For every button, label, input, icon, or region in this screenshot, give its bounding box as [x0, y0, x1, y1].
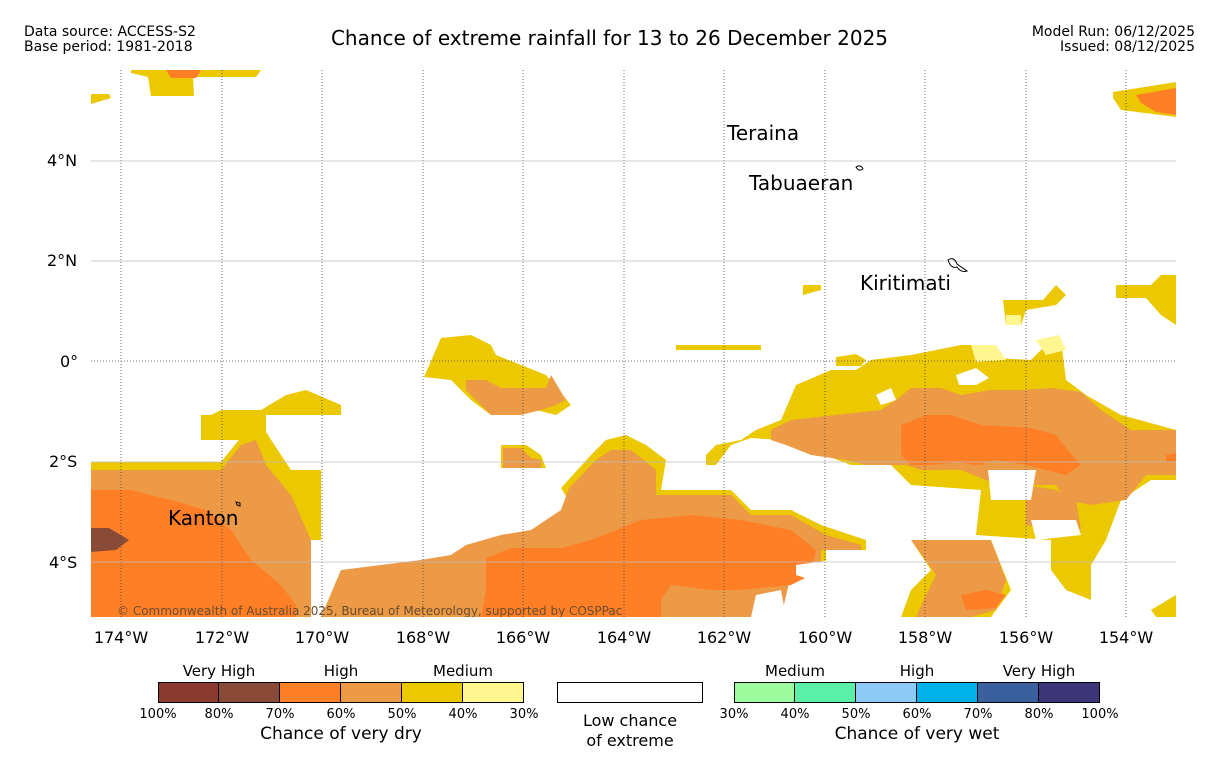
dry-swatch: [402, 682, 463, 703]
lat-label: 0°: [60, 352, 79, 371]
dry-tick-label: 30%: [509, 707, 539, 722]
lat-label: 2°N: [47, 251, 78, 270]
dry-orange-regions: [91, 70, 1176, 617]
model-run: Model Run: 06/12/2025: [1031, 24, 1195, 40]
place-kiritimati: Kiritimati: [860, 271, 951, 295]
lat-label: 2°S: [49, 452, 78, 471]
wet-swatch: [795, 682, 856, 703]
wet-tick-label: 60%: [902, 707, 932, 722]
dry-swatch: [158, 682, 219, 703]
lon-label: 160°W: [797, 628, 853, 647]
place-kanton: Kanton: [168, 506, 238, 530]
dry-swatch: [219, 682, 280, 703]
dry-tick-label: 80%: [204, 707, 234, 722]
lat-label: 4°N: [47, 151, 78, 170]
copyright-notice: © Commonwealth of Australia 2025, Bureau…: [117, 604, 622, 617]
header-right: Model Run: 06/12/2025 Issued: 08/12/2025: [1032, 25, 1195, 55]
lon-label: 156°W: [998, 628, 1054, 647]
low-chance-swatch: [557, 682, 703, 703]
wet-tick-label: 40%: [780, 707, 810, 722]
dry-caption: Chance of very dry: [260, 724, 422, 744]
dry-tick-label: 60%: [326, 707, 356, 722]
lon-label: 168°W: [395, 628, 451, 647]
dry-swatch: [280, 682, 341, 703]
dry-tick-label: 70%: [265, 707, 295, 722]
header-left: Data source: ACCESS-S2 Base period: 1981…: [24, 25, 196, 55]
lon-label: 170°W: [294, 628, 350, 647]
lon-label: 158°W: [897, 628, 953, 647]
base-period: Base period: 1981-2018: [24, 39, 193, 55]
lon-label: 164°W: [596, 628, 652, 647]
low-chance-line2: of extreme: [586, 731, 674, 750]
lon-label: 174°W: [93, 628, 149, 647]
grid-lines: [120, 70, 1127, 617]
wet-swatch: [734, 682, 795, 703]
lon-label: 162°W: [696, 628, 752, 647]
data-source: Data source: ACCESS-S2: [24, 24, 196, 40]
wet-swatch: [917, 682, 978, 703]
low-chance-label: Low chance of extreme: [583, 711, 677, 751]
dry-group-label: Very High: [182, 662, 256, 680]
low-chance-line1: Low chance: [582, 711, 678, 730]
wet-group-label: Very High: [1002, 662, 1076, 680]
wet-swatch: [978, 682, 1039, 703]
place-tabuaeran: Tabuaeran: [748, 171, 853, 195]
map-title: Chance of extreme rainfall for 13 to 26 …: [330, 26, 889, 50]
wet-group-label: High: [899, 662, 935, 680]
wet-tick-label: 50%: [841, 707, 871, 722]
lat-label: 4°S: [49, 553, 78, 572]
wet-tick-label: 70%: [963, 707, 993, 722]
dry-group-label: Medium: [433, 662, 493, 680]
lon-label: 154°W: [1098, 628, 1154, 647]
lon-label: 172°W: [194, 628, 250, 647]
lon-label: 166°W: [495, 628, 551, 647]
issued-date: Issued: 08/12/2025: [1060, 39, 1195, 55]
place-teraina: Teraina: [726, 121, 799, 145]
wet-swatch: [856, 682, 917, 703]
dry-group-label: High: [323, 662, 359, 680]
rainfall-map: Teraina Tabuaeran Kiritimati Kanton © Co…: [91, 70, 1176, 617]
dry-tick-label: 100%: [139, 707, 177, 722]
island-outlines: [235, 165, 969, 507]
dry-swatch: [463, 682, 524, 703]
wet-tick-label: 30%: [719, 707, 749, 722]
dry-swatch: [341, 682, 402, 703]
wet-tick-label: 100%: [1081, 707, 1119, 722]
wet-swatch: [1039, 682, 1100, 703]
wet-caption: Chance of very wet: [834, 724, 1000, 744]
wet-group-label: Medium: [765, 662, 825, 680]
wet-tick-label: 80%: [1024, 707, 1054, 722]
dry-tick-label: 50%: [387, 707, 417, 722]
dry-tick-label: 40%: [448, 707, 478, 722]
